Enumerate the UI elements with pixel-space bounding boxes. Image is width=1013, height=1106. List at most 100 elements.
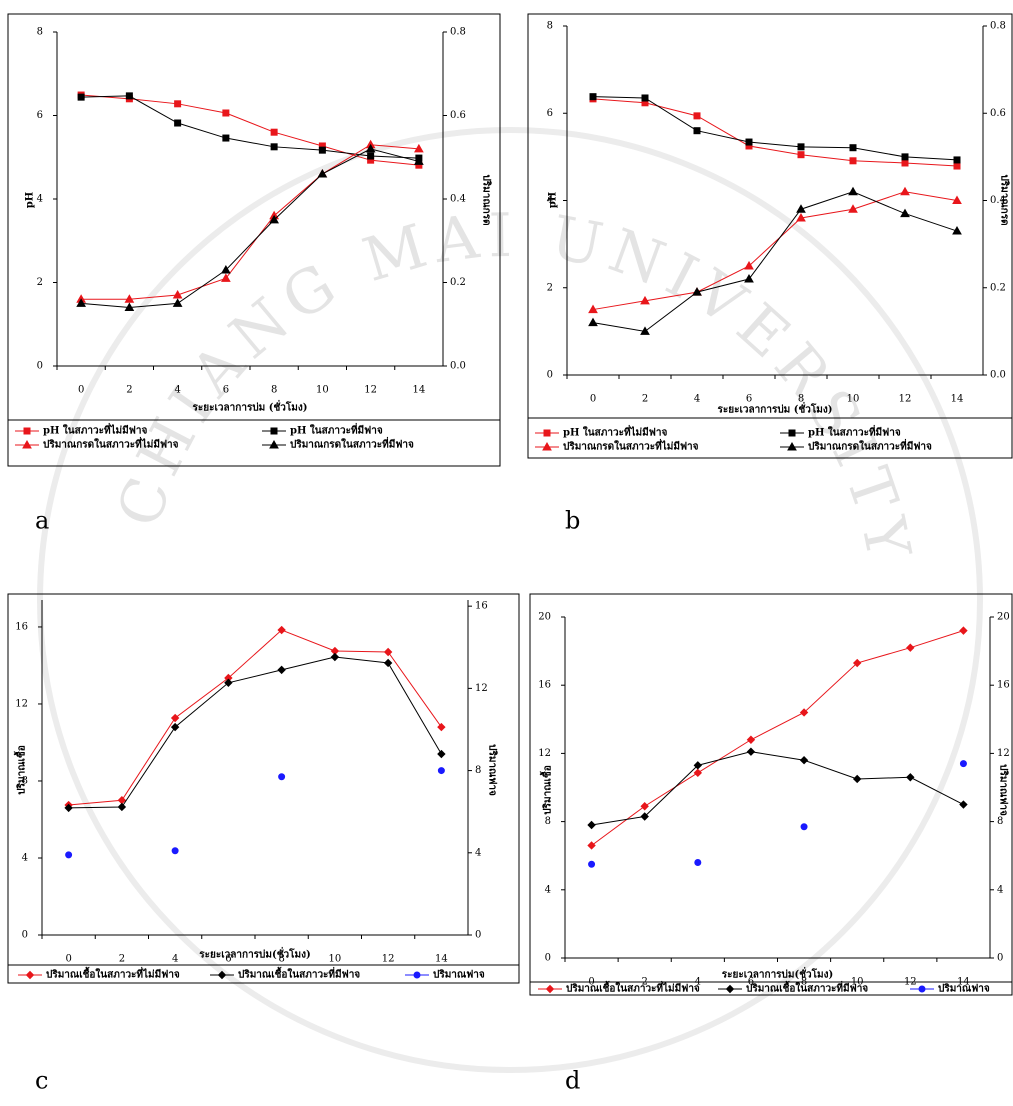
y-tick-label: 6 — [37, 110, 43, 121]
legend-label: ปริมาณเชื้อในสภาวะที่ไม่มีฟาจ — [46, 967, 180, 981]
watermark-text: CHIANG MAI UNIVERSITY 1964 — [0, 0, 929, 600]
marker — [798, 144, 804, 150]
x-tick-label: 10 — [847, 394, 860, 405]
marker — [850, 145, 856, 151]
y-tick-label: 4 — [22, 852, 28, 863]
x-axis-title: ระยะเวลาการบ่ม(ชั่วโมง) — [199, 947, 310, 961]
marker — [694, 113, 700, 119]
y-tick-label: 6 — [547, 108, 553, 119]
x-tick-label: 8 — [798, 394, 804, 405]
legend-label: ปริมาณเชื้อในสภาวะที่ไม่มีฟาจ — [566, 981, 700, 995]
y-tick-label: 12 — [15, 698, 28, 709]
legend-label: pH ในสภาวะที่ไม่มีฟาจ — [563, 425, 667, 439]
x-tick-label: 10 — [316, 385, 329, 396]
y2-axis-title: ปริมาณฟาจ — [487, 744, 499, 796]
legend-label: ปริมาณกรดในสภาวะที่มีฟาจ — [290, 437, 414, 451]
legend-label: pH ในสภาวะที่ไม่มีฟาจ — [43, 423, 147, 437]
x-tick-label: 12 — [364, 385, 377, 396]
y-tick-label: 4 — [37, 194, 43, 205]
panel-label: d — [565, 1067, 580, 1095]
y2-tick-label: 0.2 — [990, 282, 1006, 293]
marker — [175, 101, 181, 107]
x-tick-label: 6 — [746, 394, 752, 405]
legend-marker — [544, 430, 550, 436]
series-line — [69, 630, 442, 805]
x-tick-label: 12 — [382, 954, 395, 965]
legend-marker — [271, 428, 277, 434]
panel-label: a — [35, 507, 49, 535]
legend-marker — [789, 430, 795, 436]
marker — [960, 627, 967, 634]
marker — [694, 128, 700, 134]
marker — [331, 653, 338, 660]
y-axis-title: ปริมาณเชื้อ — [14, 745, 28, 794]
x-tick-label: 12 — [904, 977, 917, 988]
y2-tick-label: 8 — [475, 765, 481, 776]
x-axis-title: ระยะเวลาการบ่ม (ชั่วโมง) — [193, 400, 308, 414]
y-tick-label: 8 — [37, 27, 43, 38]
legend-marker — [414, 972, 420, 978]
y-tick-label: 16 — [538, 680, 551, 691]
marker — [747, 748, 754, 755]
x-tick-label: 2 — [642, 394, 648, 405]
marker — [694, 769, 701, 776]
y-axis-title: pH — [25, 192, 36, 208]
marker — [960, 761, 966, 767]
y-tick-label: 16 — [15, 621, 28, 632]
panel-label: b — [565, 507, 580, 535]
y-tick-label: 4 — [545, 884, 551, 895]
marker — [279, 774, 285, 780]
marker — [960, 801, 967, 808]
y-tick-label: 0 — [545, 953, 551, 964]
legend-label: pH ในสภาวะที่มีฟาจ — [808, 425, 901, 439]
marker — [695, 860, 701, 866]
x-tick-label: 8 — [271, 385, 277, 396]
marker — [172, 848, 178, 854]
marker — [438, 751, 445, 758]
x-axis-title: ระยะเวลาการบ่ม(ชั่วโมง) — [722, 967, 833, 981]
legend-marker — [547, 986, 554, 993]
y2-tick-label: 0.0 — [990, 370, 1006, 381]
marker — [126, 93, 132, 99]
y2-tick-label: 4 — [475, 847, 481, 858]
marker — [174, 299, 182, 306]
legend-label: ปริมาณฟาจ — [433, 969, 485, 981]
legend-label: pH ในสภาวะที่มีฟาจ — [290, 423, 383, 437]
series-line — [592, 752, 964, 825]
legend-marker — [919, 986, 925, 992]
x-tick-label: 4 — [174, 385, 180, 396]
y2-tick-label: 0.4 — [450, 194, 466, 205]
legend-label: ปริมาณฟาจ — [938, 983, 990, 995]
marker — [901, 188, 909, 195]
marker — [271, 129, 277, 135]
legend-label: ปริมาณกรดในสภาวะที่มีฟาจ — [808, 439, 932, 453]
y-tick-label: 2 — [547, 282, 553, 293]
y2-axis-title: ปริมาณกรด — [999, 174, 1011, 225]
y2-tick-label: 0.8 — [450, 27, 466, 38]
marker — [118, 803, 125, 810]
legend-marker — [24, 428, 30, 434]
y2-tick-label: 8 — [997, 816, 1003, 827]
x-tick-label: 0 — [65, 954, 71, 965]
x-tick-label: 4 — [694, 394, 700, 405]
x-tick-label: 12 — [899, 394, 912, 405]
marker — [854, 775, 861, 782]
y2-tick-label: 16 — [997, 680, 1010, 691]
marker — [907, 774, 914, 781]
x-axis-title: ระยะเวลาการบ่ม (ชั่วโมง) — [718, 402, 833, 416]
y-tick-label: 0 — [37, 361, 43, 372]
y-tick-label: 12 — [538, 748, 551, 759]
y-axis-title: ปริมาณเชื้อ — [540, 765, 554, 814]
y-axis-title: pH — [548, 192, 559, 208]
y-tick-label: 8 — [545, 816, 551, 827]
marker — [319, 147, 325, 153]
legend-marker — [727, 986, 734, 993]
legend-label: ปริมาณกรดในสภาวะที่ไม่มีฟาจ — [43, 437, 179, 451]
y2-tick-label: 0.0 — [450, 361, 466, 372]
chart-frame — [8, 594, 519, 983]
marker — [641, 803, 648, 810]
marker — [588, 842, 595, 849]
marker — [642, 95, 648, 101]
marker — [801, 824, 807, 830]
marker — [271, 144, 277, 150]
